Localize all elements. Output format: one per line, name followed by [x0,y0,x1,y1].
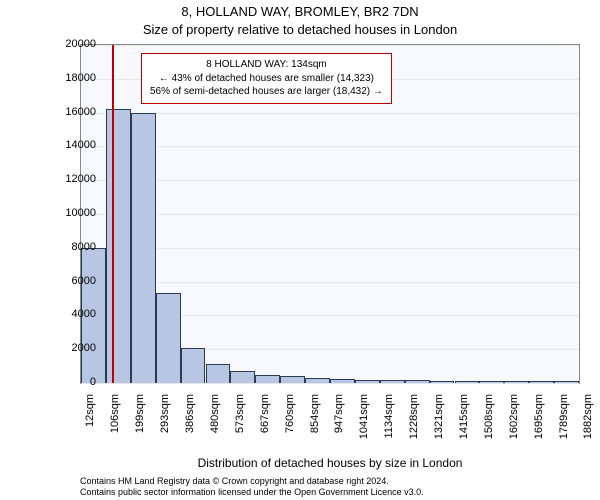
chart-title-main: 8, HOLLAND WAY, BROMLEY, BR2 7DN [0,4,600,19]
plot-area: 8 HOLLAND WAY: 134sqm ← 43% of detached … [80,44,580,384]
x-tick: 386sqm [184,394,196,454]
y-tick: 10000 [56,207,96,219]
y-tick: 4000 [56,308,96,320]
histogram-bar [181,348,206,383]
chart-footer: Contains HM Land Registry data © Crown c… [80,476,580,499]
gridline [81,214,579,215]
histogram-bar [504,381,529,383]
gridline [81,45,579,46]
gridline [81,383,579,384]
histogram-bar [405,380,430,383]
gridline [81,248,579,249]
x-tick: 667sqm [259,394,271,454]
histogram-bar [305,378,330,383]
x-tick: 1602sqm [508,394,520,454]
x-tick: 854sqm [309,394,321,454]
y-tick: 16000 [56,106,96,118]
gridline [81,146,579,147]
histogram-bar [455,381,480,383]
y-tick: 6000 [56,275,96,287]
histogram-bar [380,380,405,383]
x-tick: 1228sqm [408,394,420,454]
y-tick: 8000 [56,241,96,253]
property-size-chart: 8, HOLLAND WAY, BROMLEY, BR2 7DN Size of… [0,0,600,500]
x-tick: 106sqm [109,394,121,454]
histogram-bar [206,364,231,383]
x-tick: 947sqm [333,394,345,454]
gridline [81,113,579,114]
histogram-bar [355,380,380,383]
histogram-bar [255,375,280,383]
x-tick: 1695sqm [533,394,545,454]
reference-line [112,45,114,383]
x-tick: 1134sqm [383,394,395,454]
histogram-bar [230,371,255,383]
x-tick: 1882sqm [582,394,594,454]
y-tick: 18000 [56,72,96,84]
gridline [81,180,579,181]
histogram-bar [106,109,131,383]
gridline [81,282,579,283]
histogram-bar [156,293,181,383]
x-tick: 1415sqm [458,394,470,454]
histogram-bar [330,379,355,383]
y-tick: 20000 [56,38,96,50]
y-tick: 14000 [56,139,96,151]
annotation-box: 8 HOLLAND WAY: 134sqm ← 43% of detached … [141,53,392,104]
y-tick: 0 [56,376,96,388]
y-tick: 12000 [56,173,96,185]
x-tick: 1321sqm [433,394,445,454]
x-tick: 760sqm [284,394,296,454]
x-tick: 199sqm [134,394,146,454]
y-tick: 2000 [56,342,96,354]
histogram-bar [280,376,305,383]
x-tick: 480sqm [209,394,221,454]
histogram-bar [554,381,579,383]
annotation-line3: 56% of semi-detached houses are larger (… [150,85,383,99]
histogram-bar [529,381,554,383]
footer-line2: Contains public sector information licen… [80,487,580,498]
x-tick: 293sqm [159,394,171,454]
annotation-line2: ← 43% of detached houses are smaller (14… [150,72,383,86]
footer-line1: Contains HM Land Registry data © Crown c… [80,476,580,487]
x-tick: 12sqm [84,394,96,454]
x-tick: 1508sqm [483,394,495,454]
x-tick: 573sqm [234,394,246,454]
histogram-bar [479,381,504,383]
x-axis-label: Distribution of detached houses by size … [80,456,580,470]
annotation-line1: 8 HOLLAND WAY: 134sqm [150,58,383,72]
x-tick: 1041sqm [358,394,370,454]
chart-title-sub: Size of property relative to detached ho… [0,22,600,37]
histogram-bar [131,113,156,383]
histogram-bar [430,381,455,383]
x-tick: 1789sqm [558,394,570,454]
